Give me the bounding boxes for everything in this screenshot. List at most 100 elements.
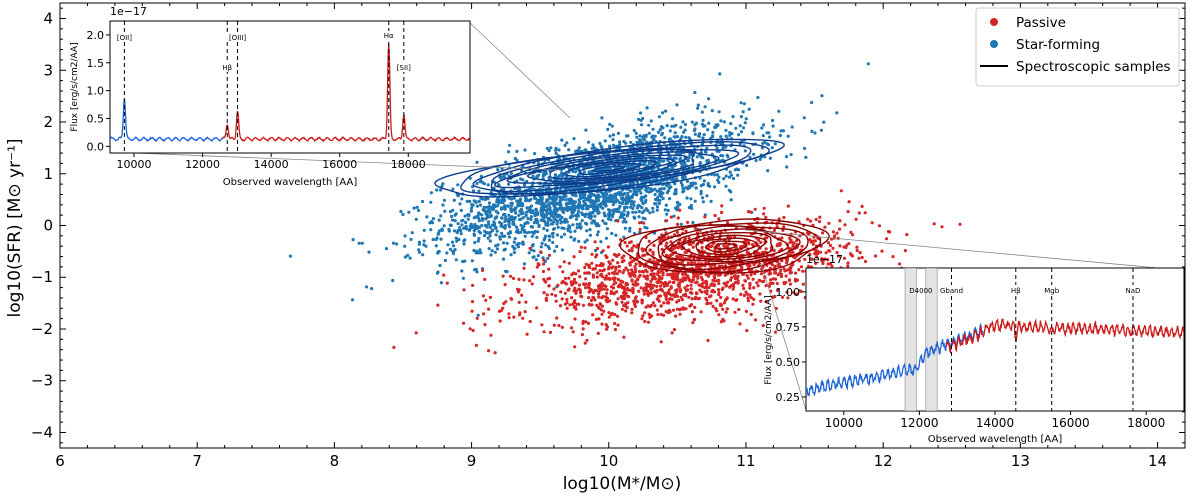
scatter-point bbox=[486, 197, 490, 201]
scatter-point bbox=[797, 259, 801, 263]
scatter-point bbox=[657, 294, 661, 298]
scatter-point bbox=[498, 319, 502, 323]
scatter-point bbox=[586, 321, 591, 325]
scatter-point bbox=[534, 207, 538, 211]
scatter-point bbox=[585, 338, 589, 342]
scatter-point bbox=[547, 253, 552, 257]
scatter-point bbox=[811, 242, 815, 246]
scatter-point bbox=[713, 264, 717, 268]
inset2-feature-label: Gband bbox=[940, 287, 963, 295]
scatter-point bbox=[722, 177, 726, 181]
scatter-point bbox=[544, 298, 549, 302]
scatter-point bbox=[615, 209, 619, 213]
scatter-point bbox=[672, 328, 677, 332]
scatter-point bbox=[705, 282, 709, 286]
scatter-point bbox=[477, 219, 481, 223]
x-tick-label: 10 bbox=[599, 452, 618, 470]
scatter-point bbox=[595, 198, 600, 202]
scatter-point bbox=[756, 284, 760, 288]
scatter-point bbox=[819, 128, 824, 132]
scatter-point bbox=[483, 197, 487, 202]
scatter-point bbox=[689, 197, 693, 201]
scatter-point bbox=[552, 227, 557, 231]
scatter-point bbox=[616, 277, 620, 281]
scatter-point bbox=[484, 298, 488, 302]
scatter-point bbox=[691, 181, 696, 185]
scatter-point bbox=[752, 263, 756, 267]
scatter-point bbox=[749, 312, 753, 317]
scatter-point bbox=[425, 215, 429, 219]
scatter-point bbox=[436, 303, 440, 307]
scatter-point bbox=[932, 222, 936, 226]
scatter-point bbox=[785, 165, 789, 169]
scatter-point bbox=[644, 188, 648, 192]
scatter-point bbox=[486, 183, 490, 187]
scatter-point bbox=[555, 316, 559, 320]
scatter-point bbox=[421, 199, 425, 204]
scatter-point bbox=[625, 214, 629, 218]
scatter-point bbox=[570, 326, 574, 330]
scatter-point bbox=[484, 205, 489, 209]
scatter-point bbox=[603, 221, 607, 225]
scatter-point bbox=[448, 223, 452, 227]
scatter-point bbox=[627, 295, 631, 299]
scatter-point bbox=[513, 237, 517, 241]
scatter-point bbox=[680, 135, 684, 139]
scatter-point bbox=[643, 217, 647, 221]
scatter-point bbox=[799, 265, 804, 269]
scatter-point bbox=[675, 307, 680, 311]
scatter-point bbox=[585, 229, 589, 233]
scatter-point bbox=[779, 268, 783, 272]
scatter-point bbox=[630, 246, 634, 250]
scatter-point bbox=[417, 240, 421, 244]
scatter-point bbox=[526, 198, 530, 203]
scatter-point bbox=[441, 203, 445, 207]
scatter-point bbox=[505, 241, 509, 245]
scatter-point bbox=[632, 244, 636, 248]
inset1-line-label: [OIII] bbox=[229, 34, 246, 42]
inset2-d4000-band bbox=[925, 268, 938, 411]
scatter-point bbox=[476, 251, 481, 255]
scatter-point bbox=[486, 220, 491, 224]
scatter-point bbox=[542, 172, 546, 176]
scatter-point bbox=[453, 219, 457, 223]
scatter-point bbox=[739, 292, 743, 296]
scatter-point bbox=[703, 215, 707, 219]
scatter-point bbox=[508, 143, 512, 147]
scatter-point bbox=[659, 280, 663, 284]
scatter-point bbox=[713, 213, 717, 218]
scatter-point bbox=[555, 233, 560, 237]
scatter-point bbox=[685, 196, 689, 200]
scatter-point bbox=[727, 175, 732, 179]
scatter-point bbox=[791, 241, 795, 245]
scatter-point bbox=[675, 261, 679, 265]
contours-star-forming bbox=[433, 138, 785, 198]
scatter-point bbox=[833, 234, 837, 238]
scatter-point bbox=[826, 241, 831, 245]
scatter-point bbox=[662, 187, 666, 191]
scatter-point bbox=[484, 231, 488, 235]
scatter-point bbox=[573, 345, 577, 349]
scatter-point bbox=[821, 231, 825, 235]
scatter-point bbox=[660, 247, 664, 251]
scatter-point bbox=[610, 266, 614, 270]
scatter-point bbox=[611, 203, 615, 207]
scatter-point bbox=[536, 230, 540, 234]
scatter-point bbox=[678, 254, 682, 258]
scatter-point bbox=[622, 291, 626, 295]
scatter-point bbox=[609, 313, 613, 317]
scatter-point bbox=[510, 215, 514, 219]
scatter-point bbox=[675, 200, 680, 205]
scatter-point bbox=[595, 275, 599, 279]
scatter-point bbox=[649, 279, 653, 283]
scatter-point bbox=[573, 229, 577, 233]
scatter-point bbox=[606, 245, 611, 249]
scatter-point bbox=[570, 296, 574, 300]
scatter-point bbox=[520, 241, 524, 245]
scatter-point bbox=[542, 258, 546, 262]
scatter-point bbox=[470, 203, 474, 207]
scatter-point bbox=[658, 159, 662, 163]
scatter-point bbox=[593, 288, 597, 292]
scatter-point bbox=[614, 301, 618, 305]
scatter-point bbox=[479, 174, 483, 178]
